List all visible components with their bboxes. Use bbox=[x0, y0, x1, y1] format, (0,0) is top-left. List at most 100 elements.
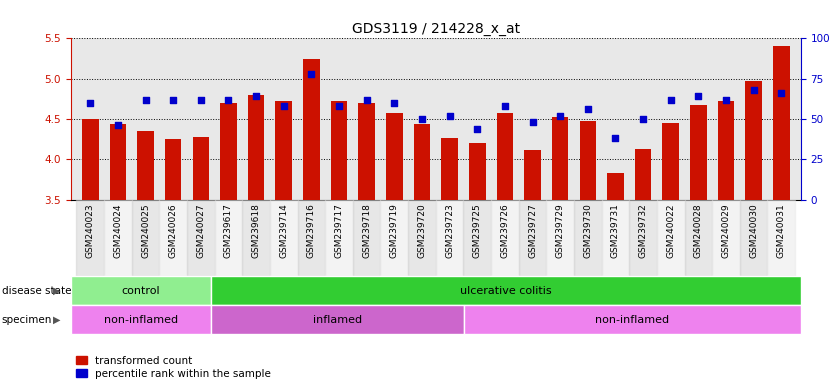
Bar bbox=[718, 101, 734, 384]
Bar bbox=[635, 149, 651, 384]
Point bbox=[138, 97, 152, 103]
Text: GSM239617: GSM239617 bbox=[224, 204, 233, 258]
Text: GSM240031: GSM240031 bbox=[776, 204, 786, 258]
Text: GSM240023: GSM240023 bbox=[86, 204, 95, 258]
Bar bbox=[71, 276, 211, 305]
Bar bbox=[491, 200, 519, 276]
Text: GSM239732: GSM239732 bbox=[639, 204, 647, 258]
Title: GDS3119 / 214228_x_at: GDS3119 / 214228_x_at bbox=[352, 22, 520, 36]
Bar bbox=[435, 200, 464, 276]
Bar bbox=[193, 137, 209, 384]
Point bbox=[222, 97, 235, 103]
Bar bbox=[690, 104, 706, 384]
Bar bbox=[214, 200, 242, 276]
Legend: transformed count, percentile rank within the sample: transformed count, percentile rank withi… bbox=[76, 356, 271, 379]
Text: disease state: disease state bbox=[2, 286, 71, 296]
Text: GSM239719: GSM239719 bbox=[389, 204, 399, 258]
Bar bbox=[773, 46, 790, 384]
Bar bbox=[211, 276, 801, 305]
Bar bbox=[211, 305, 464, 334]
Point bbox=[747, 87, 761, 93]
Point bbox=[664, 97, 677, 103]
Text: ulcerative colitis: ulcerative colitis bbox=[460, 286, 552, 296]
Text: GSM240029: GSM240029 bbox=[721, 204, 731, 258]
Point bbox=[83, 100, 97, 106]
Text: GSM239718: GSM239718 bbox=[362, 204, 371, 258]
Bar bbox=[325, 200, 353, 276]
Text: GSM240028: GSM240028 bbox=[694, 204, 703, 258]
Bar bbox=[165, 139, 182, 384]
Point bbox=[526, 119, 540, 125]
Bar bbox=[275, 101, 292, 384]
Bar bbox=[746, 81, 762, 384]
Text: specimen: specimen bbox=[2, 314, 52, 325]
Text: GSM239716: GSM239716 bbox=[307, 204, 316, 258]
Bar bbox=[359, 103, 375, 384]
Point bbox=[775, 90, 788, 96]
Bar bbox=[414, 124, 430, 384]
Bar bbox=[248, 95, 264, 384]
Text: non-inflamed: non-inflamed bbox=[595, 314, 670, 325]
Text: GSM240027: GSM240027 bbox=[196, 204, 205, 258]
Text: GSM240022: GSM240022 bbox=[666, 204, 676, 258]
Point bbox=[470, 126, 484, 132]
Bar bbox=[104, 200, 132, 276]
Bar bbox=[187, 200, 214, 276]
Point bbox=[277, 103, 290, 109]
Bar bbox=[469, 143, 485, 384]
Bar bbox=[740, 200, 767, 276]
Bar bbox=[767, 200, 795, 276]
Bar bbox=[712, 200, 740, 276]
Text: GSM240024: GSM240024 bbox=[113, 204, 123, 258]
Point bbox=[304, 71, 318, 77]
Text: ▶: ▶ bbox=[53, 314, 60, 325]
Point bbox=[636, 116, 650, 122]
Text: GSM240030: GSM240030 bbox=[749, 204, 758, 258]
Text: non-inflamed: non-inflamed bbox=[104, 314, 178, 325]
Bar bbox=[552, 117, 569, 384]
Bar bbox=[464, 200, 491, 276]
Point bbox=[111, 122, 124, 129]
Point bbox=[581, 106, 595, 113]
Bar bbox=[138, 131, 153, 384]
Text: GSM240026: GSM240026 bbox=[168, 204, 178, 258]
Text: GSM239730: GSM239730 bbox=[583, 204, 592, 258]
Bar bbox=[662, 123, 679, 384]
Point bbox=[332, 103, 345, 109]
Point bbox=[249, 93, 263, 99]
Text: ▶: ▶ bbox=[53, 286, 60, 296]
Bar bbox=[630, 200, 657, 276]
Bar bbox=[242, 200, 270, 276]
Point bbox=[498, 103, 511, 109]
Point bbox=[720, 97, 733, 103]
Point bbox=[167, 97, 180, 103]
Text: GSM239723: GSM239723 bbox=[445, 204, 454, 258]
Bar bbox=[580, 121, 596, 384]
Text: GSM239729: GSM239729 bbox=[555, 204, 565, 258]
Bar bbox=[657, 200, 685, 276]
Point bbox=[388, 100, 401, 106]
Bar bbox=[607, 173, 624, 384]
Text: control: control bbox=[122, 286, 160, 296]
Bar bbox=[685, 200, 712, 276]
Bar bbox=[496, 113, 513, 384]
Text: GSM239731: GSM239731 bbox=[611, 204, 620, 258]
Bar bbox=[298, 200, 325, 276]
Bar bbox=[386, 113, 403, 384]
Bar bbox=[519, 200, 546, 276]
Point bbox=[554, 113, 567, 119]
Text: GSM239714: GSM239714 bbox=[279, 204, 289, 258]
Text: GSM239727: GSM239727 bbox=[528, 204, 537, 258]
Bar bbox=[601, 200, 630, 276]
Bar bbox=[380, 200, 408, 276]
Bar bbox=[82, 119, 98, 384]
Bar bbox=[331, 101, 347, 384]
Bar bbox=[441, 138, 458, 384]
Point bbox=[443, 113, 456, 119]
Bar bbox=[77, 200, 104, 276]
Bar bbox=[574, 200, 601, 276]
Point bbox=[415, 116, 429, 122]
Bar bbox=[408, 200, 435, 276]
Text: GSM239726: GSM239726 bbox=[500, 204, 510, 258]
Text: GSM239618: GSM239618 bbox=[252, 204, 260, 258]
